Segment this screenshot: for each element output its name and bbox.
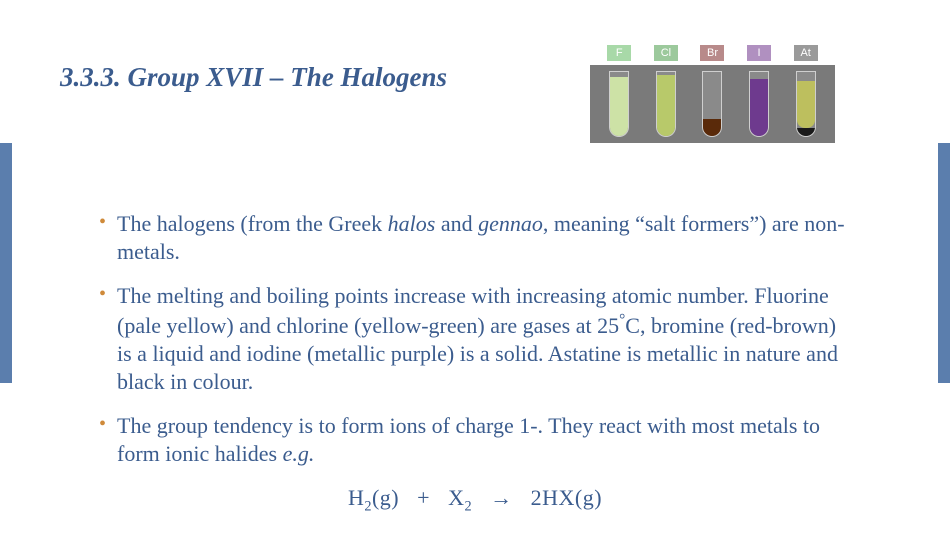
element-labels-row: F Cl Br I At: [590, 45, 835, 65]
eq-two: 2: [531, 485, 543, 510]
left-accent-bar: [0, 143, 12, 383]
eq-arrow: →: [490, 485, 513, 510]
element-label-cl: Cl: [654, 45, 678, 61]
italic-eg: e.g.: [283, 441, 315, 466]
element-label-f: F: [607, 45, 631, 61]
eq-g1: (g): [372, 485, 399, 510]
eq-sub2b: 2: [464, 498, 472, 514]
eq-sub2a: 2: [364, 498, 372, 514]
test-tube-cl: [656, 71, 676, 137]
bullet-1: The halogens (from the Greek halos and g…: [95, 210, 855, 266]
italic-halos: halos: [388, 211, 436, 236]
test-tube-br: [702, 71, 722, 137]
text: The halogens (from the Greek: [117, 211, 388, 236]
bullet-2: The melting and boiling points increase …: [95, 282, 855, 396]
bullet-3: The group tendency is to form ions of ch…: [95, 412, 855, 468]
test-tube-f: [609, 71, 629, 137]
text: and: [435, 211, 478, 236]
italic-gennao: gennao: [478, 211, 543, 236]
section-heading: 3.3.3. Group XVII – The Halogens: [60, 62, 447, 93]
test-tube-i: [749, 71, 769, 137]
reaction-equation: H2(g) + X2 → 2HX(g): [95, 485, 855, 515]
eq-plus: +: [417, 485, 430, 510]
eq-h: H: [348, 485, 364, 510]
element-label-at: At: [794, 45, 818, 61]
halogen-tubes-illustration: F Cl Br I At: [590, 45, 835, 143]
element-label-br: Br: [700, 45, 724, 61]
eq-x: X: [448, 485, 464, 510]
test-tubes-panel: [590, 65, 835, 143]
right-accent-bar: [938, 143, 950, 383]
element-label-i: I: [747, 45, 771, 61]
test-tube-at: [796, 71, 816, 137]
text: The melting and boiling points increase …: [117, 283, 838, 394]
text: The group tendency is to form ions of ch…: [117, 413, 820, 466]
eq-hx: HX(g): [542, 485, 602, 510]
body-content: The halogens (from the Greek halos and g…: [95, 210, 855, 515]
